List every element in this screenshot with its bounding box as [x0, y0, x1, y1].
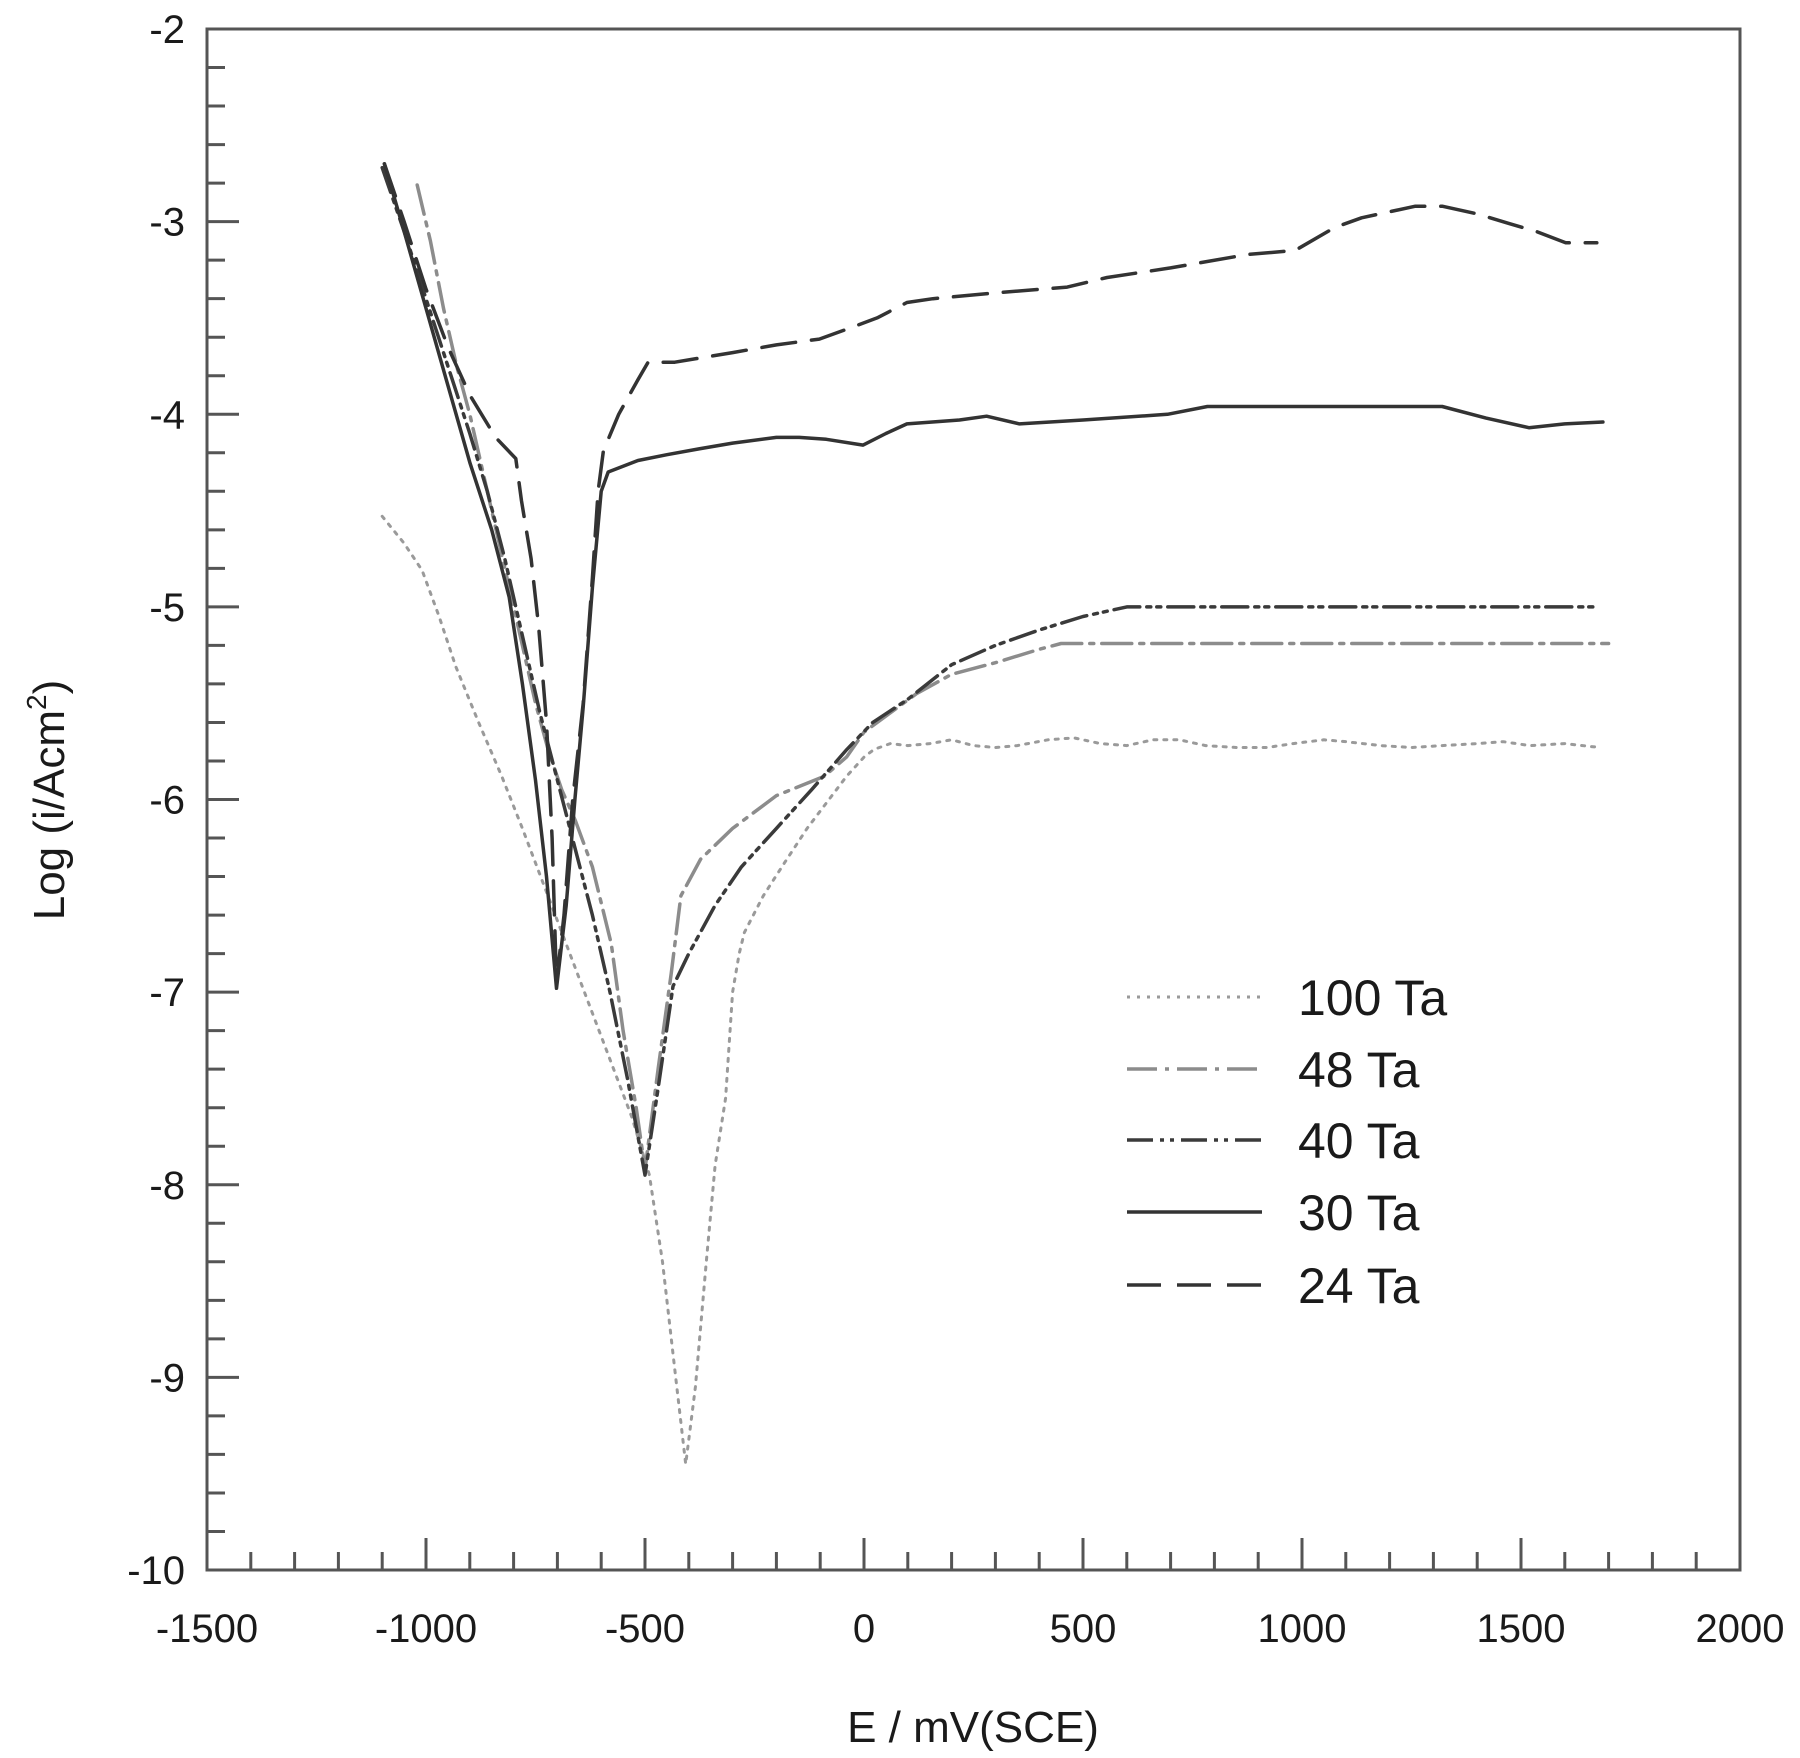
legend-label: 30 Ta: [1298, 1185, 1420, 1241]
x-tick-label: -1000: [375, 1607, 477, 1651]
y-tick-label: -2: [149, 8, 185, 52]
y-axis-title-superscript: 2: [21, 694, 52, 710]
series-40-ta: [380, 165, 1598, 1177]
y-tick-label: -3: [149, 201, 185, 245]
y-axis: -2 -3 -4 -5 -6 -7 -8 -9 -10: [127, 8, 239, 1593]
x-axis-title: E / mV(SCE): [847, 1703, 1099, 1752]
legend: 100 Ta 48 Ta 40 Ta 30 Ta 24 Ta: [1127, 970, 1447, 1314]
y-axis-title: Log (i/Acm2): [21, 680, 74, 921]
legend-label: 100 Ta: [1298, 970, 1447, 1026]
y-axis-title-close: ): [25, 680, 74, 695]
x-tick-label: -1500: [156, 1607, 258, 1651]
x-tick-label: 0: [853, 1607, 875, 1651]
plot-frame: [205, 27, 1742, 1572]
series-48-ta: [415, 183, 1611, 1172]
y-tick-label: -10: [127, 1549, 185, 1593]
x-tick-label: 500: [1050, 1607, 1117, 1651]
y-tick-label: -8: [149, 1164, 185, 1208]
y-tick-label: -6: [149, 779, 185, 823]
legend-label: 48 Ta: [1298, 1042, 1420, 1098]
y-tick-label: -9: [149, 1356, 185, 1400]
x-tick-label: 1500: [1477, 1607, 1566, 1651]
x-tick-label: -500: [605, 1607, 685, 1651]
x-tick-label: 1000: [1258, 1607, 1347, 1651]
data-series: [380, 162, 1611, 1466]
series-30-ta: [382, 162, 1605, 991]
y-tick-label: -7: [149, 971, 185, 1015]
series-24-ta: [382, 162, 1599, 985]
x-tick-label: 2000: [1696, 1607, 1785, 1651]
legend-label: 40 Ta: [1298, 1113, 1420, 1169]
series-100-ta: [380, 514, 1602, 1466]
x-axis: -1500 -1000 -500 0 500 1000 1500 2000: [156, 1538, 1785, 1651]
legend-label: 24 Ta: [1298, 1258, 1420, 1314]
y-axis-title-main: Log (i/Acm: [25, 710, 74, 920]
y-tick-label: -5: [149, 586, 185, 630]
y-tick-label: -4: [149, 393, 185, 437]
